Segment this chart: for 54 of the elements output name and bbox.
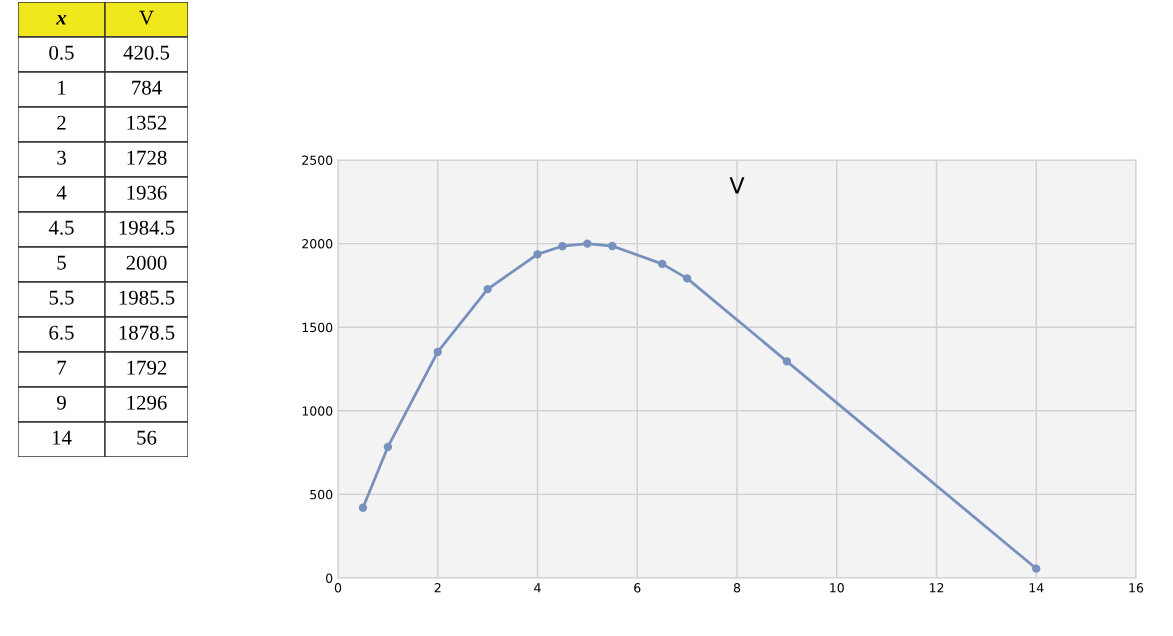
text: 2 bbox=[57, 115, 66, 130]
text: 1984.5 bbox=[119, 220, 175, 235]
text: 1 bbox=[58, 80, 66, 95]
point bbox=[682, 274, 692, 283]
text: 5.5 bbox=[49, 290, 74, 305]
text: 3 bbox=[57, 150, 66, 165]
text: 1936 bbox=[127, 185, 167, 200]
y-tick-label: 1000 bbox=[302, 406, 333, 416]
y-tick-label: 500 bbox=[310, 489, 333, 500]
point bbox=[608, 241, 617, 251]
x-tick-label: 14 bbox=[1029, 583, 1044, 593]
y-tick-label: 1500 bbox=[302, 322, 333, 333]
text: 5 bbox=[57, 255, 66, 270]
text: x bbox=[56, 14, 67, 25]
text: 6.5 bbox=[49, 325, 74, 340]
x-tick-label: 2 bbox=[434, 583, 441, 593]
point bbox=[433, 347, 442, 357]
text: V bbox=[139, 10, 154, 25]
text: 1792 bbox=[127, 360, 167, 375]
y-tick-label: 2000 bbox=[302, 239, 333, 249]
point bbox=[1032, 564, 1041, 573]
x-tick-label: 10 bbox=[830, 583, 844, 593]
point bbox=[583, 239, 592, 248]
point bbox=[483, 284, 492, 294]
text: 1352 bbox=[127, 115, 167, 130]
text: 1878.5 bbox=[119, 325, 175, 340]
text: 4.5 bbox=[48, 220, 74, 235]
x-tick-label: 6 bbox=[634, 583, 641, 593]
text: 1728 bbox=[127, 150, 167, 165]
text: 9 bbox=[56, 395, 66, 410]
text: 784 bbox=[132, 80, 162, 95]
point bbox=[558, 242, 567, 251]
text: 420.5 bbox=[123, 45, 170, 60]
text: 56 bbox=[137, 430, 157, 445]
text: 14 bbox=[52, 430, 72, 445]
x-tick-label: 12 bbox=[929, 583, 944, 593]
y-tick-label: 2500 bbox=[302, 155, 333, 165]
x-tick-label: 0 bbox=[334, 583, 342, 593]
point bbox=[533, 250, 542, 259]
text: 1985.5 bbox=[119, 290, 175, 305]
point bbox=[383, 442, 393, 452]
text: V bbox=[729, 177, 745, 194]
y-tick-label: 0 bbox=[326, 573, 333, 583]
text: 4 bbox=[56, 185, 67, 200]
text: 1296 bbox=[127, 395, 167, 410]
x-tick-label: 16 bbox=[1129, 583, 1144, 593]
point bbox=[358, 503, 368, 512]
x-tick-label: 8 bbox=[733, 583, 741, 593]
point bbox=[782, 357, 792, 366]
x-tick-label: 4 bbox=[534, 583, 541, 593]
text: 0.5 bbox=[49, 45, 74, 60]
text: 7 bbox=[57, 360, 67, 375]
point bbox=[658, 259, 667, 269]
text: 2000 bbox=[126, 255, 167, 270]
